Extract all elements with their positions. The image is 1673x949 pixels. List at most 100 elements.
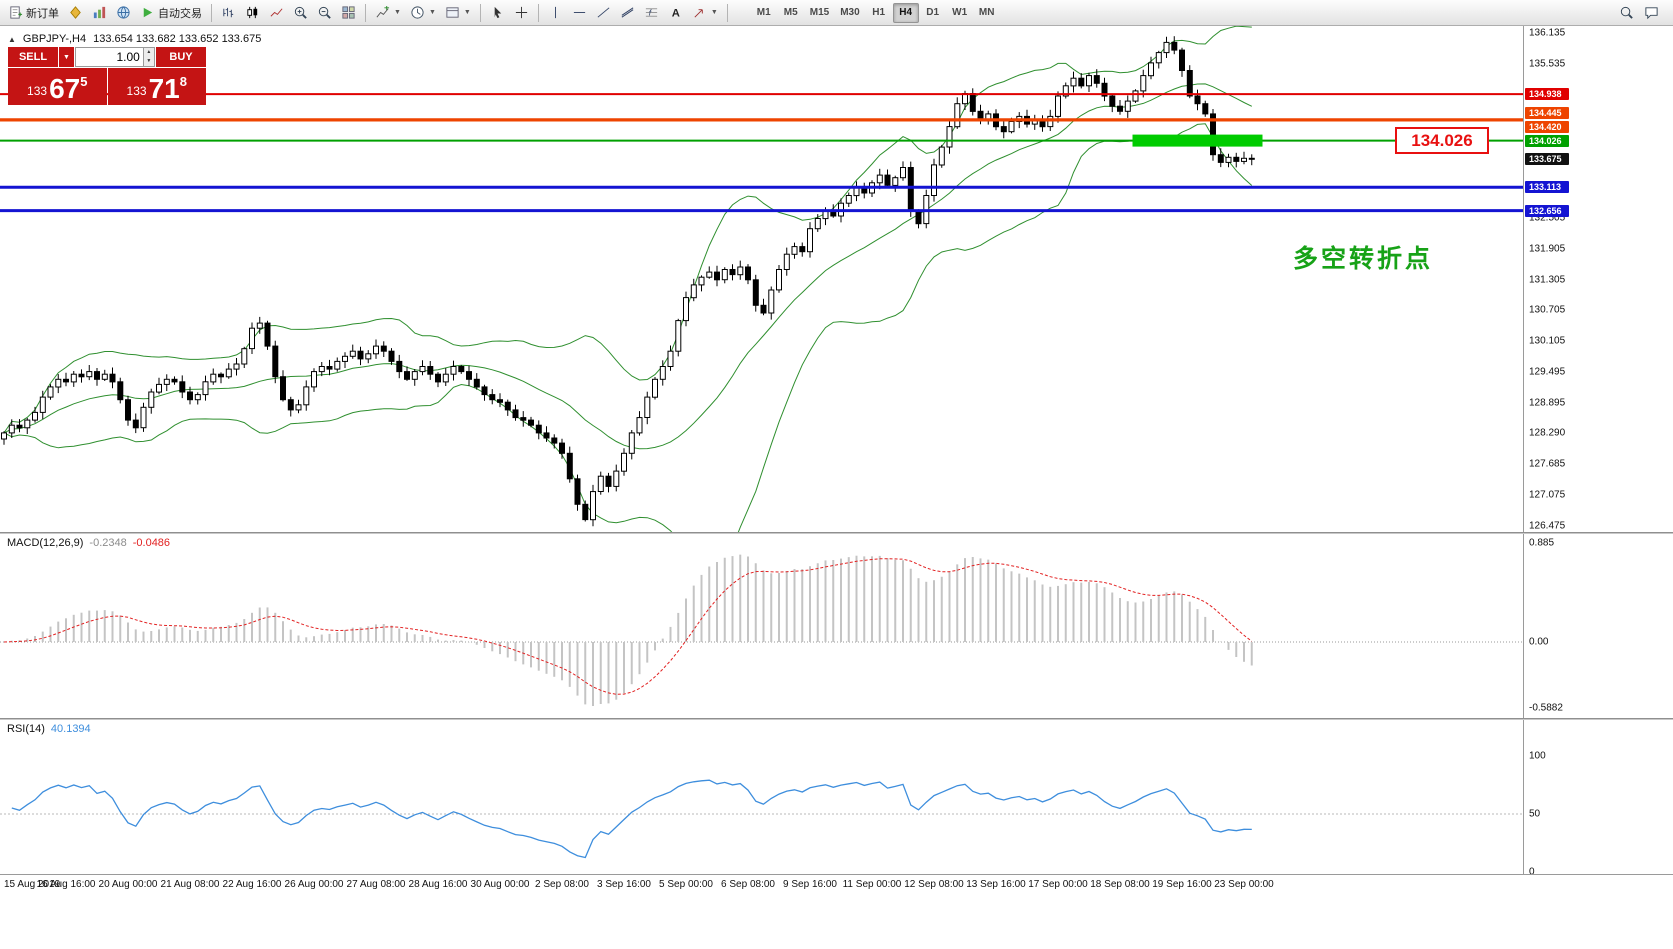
fibo-icon: f bbox=[644, 5, 659, 20]
time-axis-label: 23 Sep 00:00 bbox=[1214, 879, 1274, 890]
gold-icon bbox=[68, 5, 83, 20]
periods-button[interactable]: ▼ bbox=[406, 2, 440, 24]
sell-price-sup: 5 bbox=[80, 74, 88, 89]
buy-price-sup: 8 bbox=[179, 74, 187, 89]
rsi-axis-label: 100 bbox=[1529, 750, 1546, 762]
time-axis-label: 13 Sep 16:00 bbox=[966, 879, 1026, 890]
time-axis-label: 5 Sep 00:00 bbox=[659, 879, 713, 890]
price-axis-label: 131.305 bbox=[1529, 274, 1566, 285]
time-axis-label: 3 Sep 16:00 bbox=[597, 879, 651, 890]
time-axis-label: 28 Aug 16:00 bbox=[408, 879, 468, 890]
rsi-axis[interactable]: 100 50 0 bbox=[1523, 720, 1673, 878]
timeframe-h4-button[interactable]: H4 bbox=[892, 2, 919, 23]
price-axis-label: 127.075 bbox=[1529, 489, 1566, 501]
horizontal-line-button[interactable] bbox=[568, 2, 591, 24]
globe-icon bbox=[116, 5, 131, 20]
chat-button[interactable] bbox=[1640, 2, 1663, 24]
volume-down-button[interactable]: ▼ bbox=[143, 57, 154, 66]
price-axis-label: 128.290 bbox=[1529, 427, 1566, 439]
timeframe-m30-button[interactable]: M30 bbox=[835, 3, 864, 23]
sell-button[interactable]: SELL bbox=[8, 47, 58, 67]
equidistant-channel-button[interactable] bbox=[616, 2, 639, 24]
timeframe-mn-button[interactable]: MN bbox=[974, 3, 1000, 23]
metaeditor-button[interactable] bbox=[64, 2, 87, 24]
charts-icon bbox=[92, 5, 107, 20]
panel-splitter[interactable] bbox=[0, 532, 1673, 534]
search-icon bbox=[1619, 5, 1634, 20]
arrowlbl-icon bbox=[692, 5, 707, 20]
template-icon bbox=[445, 5, 460, 20]
rsi-panel: 100 50 0 RSI(14) 40.1394 bbox=[0, 720, 1673, 878]
price-tag-134.445: 134.445 bbox=[1525, 107, 1569, 120]
trade-panel-options-caret[interactable]: ▼ bbox=[59, 47, 74, 67]
time-axis-label: 11 Sep 00:00 bbox=[842, 879, 902, 890]
volume-input[interactable] bbox=[76, 48, 143, 66]
community-button[interactable] bbox=[112, 2, 135, 24]
timeframe-h1-button[interactable]: H1 bbox=[866, 3, 892, 23]
price-tag-134.026: 134.026 bbox=[1525, 134, 1569, 147]
indicators-button[interactable]: ▼ bbox=[371, 2, 405, 24]
price-axis[interactable]: 136.135 135.535 132.505 131.905 131.305 130.7… bbox=[1523, 26, 1673, 532]
line-chart-button[interactable] bbox=[265, 2, 288, 24]
volume-steppers: ▲ ▼ bbox=[142, 48, 154, 66]
fibonacci-button[interactable]: f bbox=[640, 2, 663, 24]
new-order-button[interactable]: 新订单 bbox=[4, 2, 63, 24]
macd-signal-value: -0.0486 bbox=[132, 537, 171, 549]
price-axis-label: 135.535 bbox=[1529, 58, 1566, 70]
macd-header: MACD(12,26,9) -0.2348 -0.0486 bbox=[7, 537, 171, 549]
arrow-label-button[interactable]: ▼ bbox=[688, 2, 722, 24]
timeframe-d1-button[interactable]: D1 bbox=[920, 3, 946, 23]
cursor-button[interactable] bbox=[486, 2, 509, 24]
zoom-out-button[interactable] bbox=[313, 2, 336, 24]
volume-up-button[interactable]: ▲ bbox=[143, 48, 154, 57]
chevron-down-icon: ▼ bbox=[463, 9, 471, 16]
buy-button[interactable]: BUY bbox=[156, 47, 206, 67]
zoomout-icon bbox=[317, 5, 332, 20]
timeframe-m1-button[interactable]: M1 bbox=[751, 3, 777, 23]
volume-field: ▲ ▼ bbox=[75, 47, 155, 67]
price-tag-133.113: 133.113 bbox=[1525, 181, 1569, 194]
sell-price-button[interactable]: 133 67 5 bbox=[8, 68, 107, 105]
market-watch-button[interactable] bbox=[88, 2, 111, 24]
macd-canvas[interactable] bbox=[0, 534, 1523, 718]
templates-button[interactable]: ▼ bbox=[441, 2, 475, 24]
zoom-in-button[interactable] bbox=[289, 2, 312, 24]
trend-icon bbox=[596, 5, 611, 20]
candlestick-chart-button[interactable] bbox=[241, 2, 264, 24]
cursor-icon bbox=[490, 5, 505, 20]
timeframe-w1-button[interactable]: W1 bbox=[947, 3, 973, 23]
price-axis-label: 129.495 bbox=[1529, 366, 1566, 378]
play-icon bbox=[140, 5, 155, 20]
toolbar-separator bbox=[726, 3, 728, 22]
vertical-line-button[interactable] bbox=[544, 2, 567, 24]
macd-panel: 0.885 0.00 -0.5882 MACD(12,26,9) -0.2348 -… bbox=[0, 534, 1673, 718]
time-axis-label: 16 Aug 16:00 bbox=[36, 879, 96, 890]
panel-splitter[interactable] bbox=[0, 718, 1673, 720]
price-chart-canvas[interactable] bbox=[0, 26, 1523, 532]
highlight-rectangle[interactable] bbox=[1132, 134, 1263, 147]
tile-windows-button[interactable] bbox=[337, 2, 360, 24]
bars-icon bbox=[221, 5, 236, 20]
timeframe-m15-button[interactable]: M15 bbox=[805, 3, 834, 23]
autotrading-button-label: 自动交易 bbox=[158, 7, 202, 20]
channel-icon bbox=[620, 5, 635, 20]
new-order-button-label: 新订单 bbox=[26, 7, 59, 20]
rsi-canvas[interactable] bbox=[0, 720, 1523, 874]
bollinger-upper-band bbox=[3, 26, 1252, 434]
macd-axis[interactable]: 0.885 0.00 -0.5882 bbox=[1523, 534, 1673, 718]
price-axis-label: 128.895 bbox=[1529, 397, 1566, 408]
autotrading-button[interactable]: 自动交易 bbox=[136, 2, 206, 24]
timeframe-m5-button[interactable]: M5 bbox=[778, 3, 804, 23]
rsi-axis-label: 0 bbox=[1529, 866, 1535, 878]
pivot-annotation-text[interactable]: 多空转折点 bbox=[1293, 245, 1434, 273]
buy-price-button[interactable]: 133 71 8 bbox=[107, 68, 206, 105]
text-button[interactable]: A bbox=[664, 2, 687, 24]
search-button[interactable] bbox=[1615, 2, 1638, 24]
toolbar-separator bbox=[479, 3, 481, 22]
bar-chart-button[interactable] bbox=[217, 2, 240, 24]
price-note-box[interactable]: 134.026 bbox=[1395, 127, 1489, 154]
crosshair-button[interactable] bbox=[510, 2, 533, 24]
trendline-button[interactable] bbox=[592, 2, 615, 24]
toolbar-right-group bbox=[1615, 2, 1669, 24]
time-axis[interactable]: 15 Aug 2019 16 Aug 16:00 20 Aug 00:00 21 Au… bbox=[0, 874, 1673, 898]
